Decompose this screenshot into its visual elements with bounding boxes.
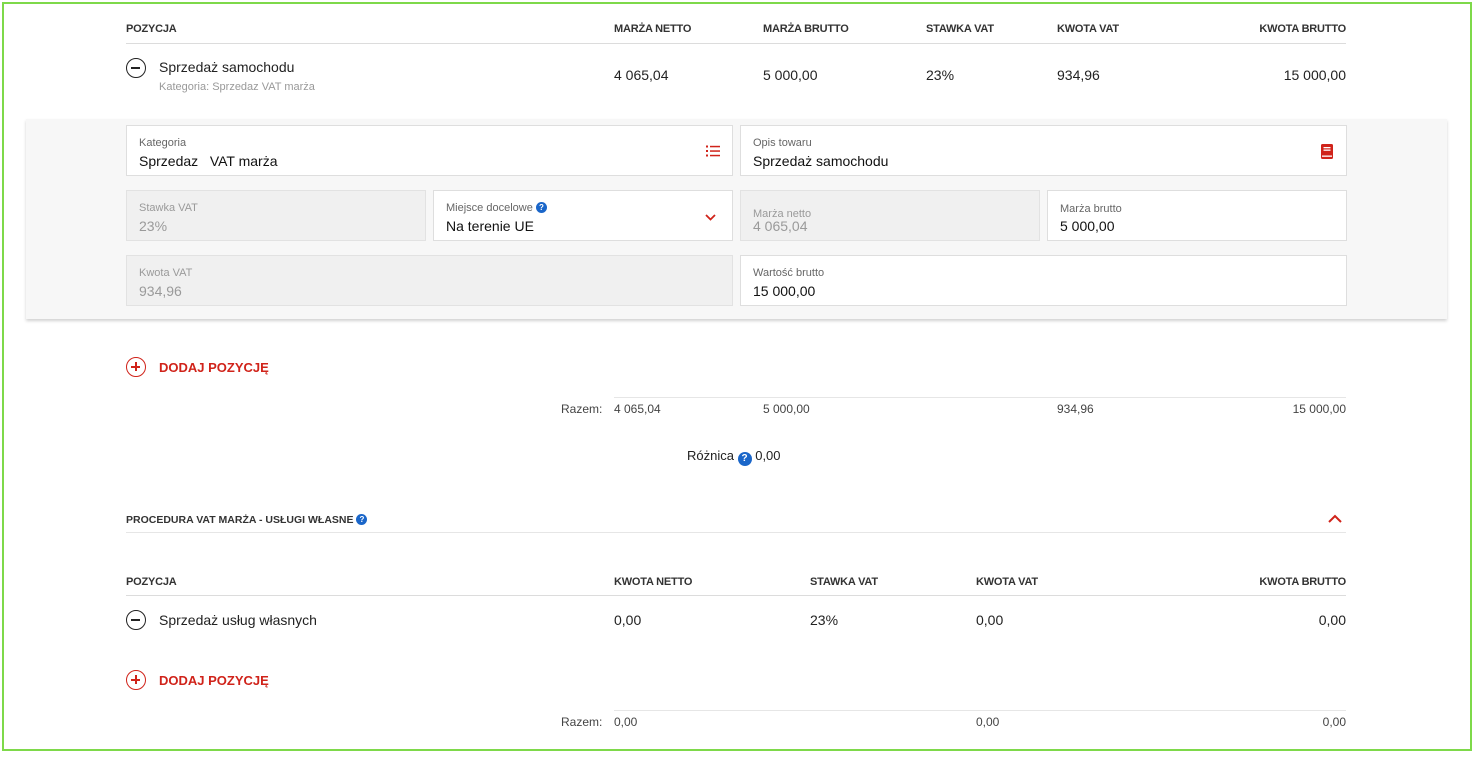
totals-divider (614, 397, 1346, 398)
row-kwota-vat: 0,00 (976, 612, 1004, 628)
totals-kwota-vat: 934,96 (1057, 402, 1094, 416)
totals-divider (614, 710, 1346, 711)
add-position-icon[interactable] (126, 670, 146, 690)
row-kwota-brutto: 15 000,00 (1283, 67, 1346, 83)
difference-row: Różnica ? 0,00 (687, 448, 781, 466)
miejsce-docelowe-value: Na terenie UE (446, 218, 534, 234)
add-position-button[interactable]: DODAJ POZYCJĘ (159, 360, 269, 375)
row-kwota-brutto: 0,00 (1318, 612, 1346, 628)
chevron-down-icon[interactable] (705, 214, 716, 221)
kwota-vat-field: Kwota VAT 934,96 (126, 255, 733, 306)
row-name: Sprzedaż usług własnych (159, 612, 317, 628)
kwota-vat-label: Kwota VAT (139, 267, 193, 279)
add-position-icon[interactable] (126, 357, 146, 377)
difference-value: 0,00 (755, 448, 781, 463)
section-title: PROCEDURA VAT MARŻA - USŁUGI WŁASNE (126, 514, 354, 526)
section-title-wrap: PROCEDURA VAT MARŻA - USŁUGI WŁASNE ? (126, 514, 368, 526)
collapse-row-button[interactable] (126, 610, 146, 630)
col-header-kwota-vat: KWOTA VAT (1057, 23, 1119, 35)
stawka-vat-field: Stawka VAT 23% (126, 190, 426, 241)
stawka-vat-value: 23% (139, 218, 168, 234)
row-edit-panel: Kategoria Sprzedaz VAT marża Opis towaru… (26, 119, 1447, 319)
book-icon[interactable] (1321, 144, 1333, 159)
kategoria-field[interactable]: Kategoria Sprzedaz VAT marża (126, 125, 733, 176)
kwota-vat-value: 934,96 (139, 283, 182, 299)
row-category: Kategoria: Sprzedaz VAT marża (159, 81, 315, 93)
miejsce-docelowe-select[interactable]: Miejsce docelowe ? Na terenie UE (433, 190, 733, 241)
totals-kwota-netto: 0,00 (614, 715, 638, 729)
col-header-kwota-vat: KWOTA VAT (976, 576, 1038, 588)
miejsce-docelowe-label-wrap: Miejsce docelowe ? (446, 202, 547, 214)
opis-towaru-label: Opis towaru (753, 137, 812, 149)
totals-kwota-vat: 0,00 (976, 715, 1000, 729)
totals-kwota-brutto: 15 000,00 (1292, 402, 1346, 416)
marza-brutto-field[interactable]: Marża brutto 5 000,00 (1047, 190, 1347, 241)
marza-netto-value: 4 065,04 (753, 218, 808, 234)
wartosc-brutto-value: 15 000,00 (753, 283, 816, 299)
col-header-marza-netto: MARŻA NETTO (614, 23, 692, 35)
marza-netto-label: Marża netto (753, 208, 812, 220)
chevron-up-icon[interactable] (1328, 514, 1342, 523)
stawka-vat-label: Stawka VAT (139, 202, 198, 214)
miejsce-docelowe-label: Miejsce docelowe (446, 202, 533, 214)
row-name: Sprzedaż samochodu (159, 59, 295, 75)
totals-marza-brutto: 5 000,00 (763, 402, 810, 416)
totals-marza-netto: 4 065,04 (614, 402, 661, 416)
section-divider (126, 532, 1346, 533)
opis-towaru-value: Sprzedaż samochodu (753, 153, 889, 169)
help-icon[interactable]: ? (535, 202, 547, 213)
col-header-pozycja: POZYCJA (126, 576, 177, 588)
kategoria-label: Kategoria (139, 137, 187, 149)
list-icon[interactable] (706, 145, 720, 157)
row-kwota-vat: 934,96 (1057, 67, 1100, 83)
row-marza-netto: 4 065,04 (614, 67, 669, 83)
row-kwota-netto: 0,00 (614, 612, 642, 628)
col-header-kwota-brutto: KWOTA BRUTTO (1259, 23, 1346, 35)
kategoria-value: Sprzedaz VAT marża (139, 153, 278, 169)
col-header-stawka-vat: STAWKA VAT (926, 23, 994, 35)
totals-label: Razem: (561, 715, 603, 729)
marza-brutto-label: Marża brutto (1060, 203, 1122, 215)
marza-netto-field: Marża netto 4 065,04 (740, 190, 1040, 241)
wartosc-brutto-label: Wartość brutto (753, 267, 825, 279)
row-stawka-vat: 23% (926, 67, 955, 83)
wartosc-brutto-field[interactable]: Wartość brutto 15 000,00 (740, 255, 1347, 306)
help-icon[interactable]: ? (356, 514, 368, 525)
marza-brutto-value: 5 000,00 (1060, 218, 1115, 234)
col-header-kwota-netto: KWOTA NETTO (614, 576, 693, 588)
help-icon[interactable]: ? (737, 452, 752, 466)
header-divider (126, 595, 1346, 596)
row-stawka-vat: 23% (810, 612, 839, 628)
totals-kwota-brutto: 0,00 (1322, 715, 1346, 729)
collapse-row-button[interactable] (126, 58, 146, 78)
totals-label: Razem: (561, 402, 603, 416)
difference-label: Różnica (687, 448, 734, 463)
header-divider (126, 43, 1346, 44)
add-position-button[interactable]: DODAJ POZYCJĘ (159, 673, 269, 688)
col-header-pozycja: POZYCJA (126, 23, 177, 35)
row-marza-brutto: 5 000,00 (763, 67, 818, 83)
col-header-marza-brutto: MARŻA BRUTTO (763, 23, 849, 35)
opis-towaru-field[interactable]: Opis towaru Sprzedaż samochodu (740, 125, 1347, 176)
col-header-stawka-vat: STAWKA VAT (810, 576, 878, 588)
col-header-kwota-brutto: KWOTA BRUTTO (1259, 576, 1346, 588)
